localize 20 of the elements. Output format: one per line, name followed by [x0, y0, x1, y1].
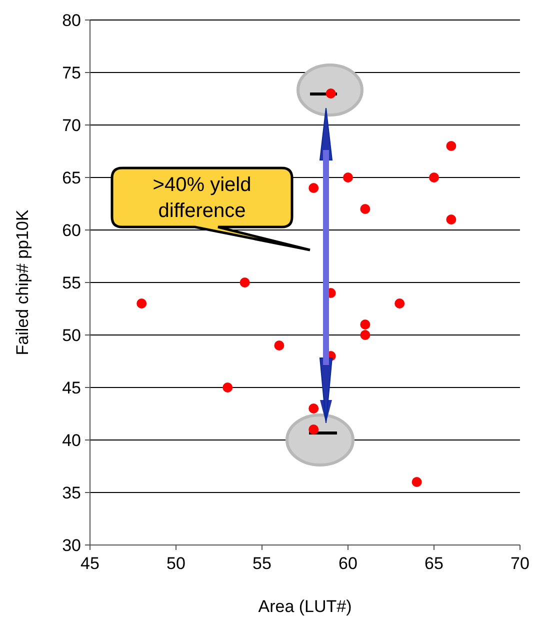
y-tick-label: 70	[62, 116, 81, 135]
y-tick-label: 45	[62, 378, 81, 398]
y-tick-label: 30	[62, 536, 81, 555]
x-tick-label: 65	[424, 554, 444, 573]
y-tick-label: 35	[62, 483, 81, 502]
y-tick-label: 65	[62, 168, 81, 188]
x-tick-label: 50	[166, 554, 186, 573]
y-tick-label: 80	[62, 10, 81, 30]
y-tick-label: 60	[62, 220, 81, 240]
annotation: >40% yield difference	[152, 174, 252, 222]
y-tick-label: 50	[62, 326, 81, 345]
y-axis-title: Failed chip# pp10K	[13, 209, 32, 356]
x-tick-label: 60	[338, 554, 358, 573]
x-axis-title: Area (LUT#)	[258, 597, 352, 616]
x-tick-label: 55	[252, 554, 272, 573]
x-tick-label: 70	[510, 554, 530, 573]
x-tick-label: 45	[80, 554, 100, 573]
y-tick-label: 55	[62, 273, 81, 292]
y-tick-label: 75	[62, 63, 81, 82]
y-tick-label: 40	[62, 430, 81, 450]
